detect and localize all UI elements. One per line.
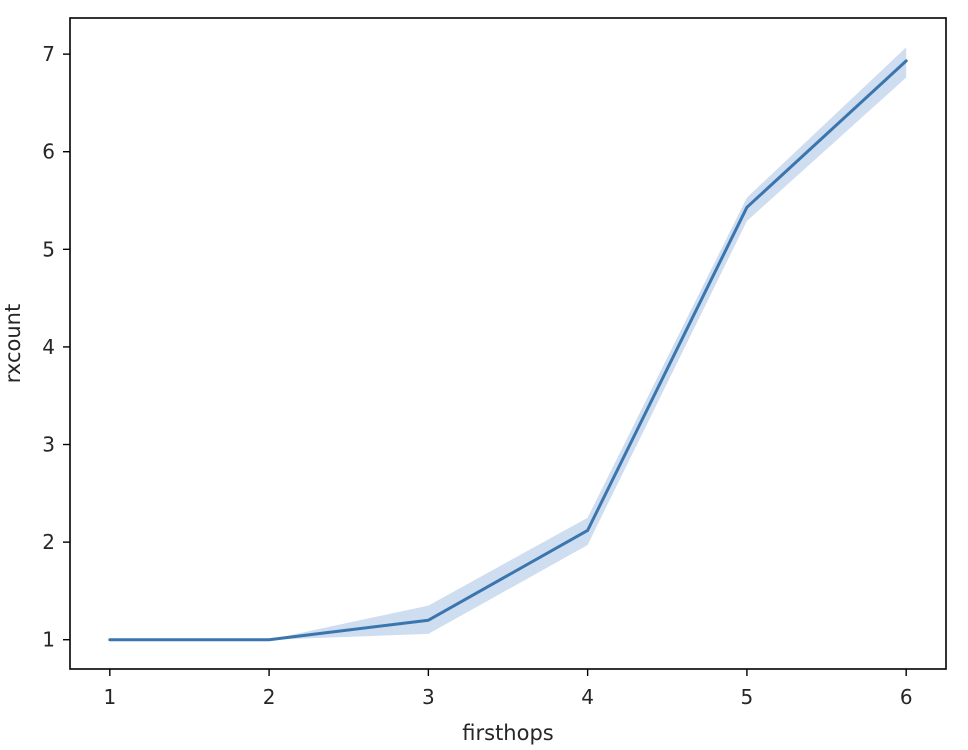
series-0-confidence-band [109, 47, 907, 640]
y-tick-label: 1 [42, 628, 55, 652]
x-tick-label: 2 [263, 685, 276, 709]
x-tick-label: 6 [900, 685, 913, 709]
x-tick-label: 3 [422, 685, 435, 709]
y-tick-label: 7 [42, 42, 55, 66]
y-tick-label: 5 [42, 237, 55, 261]
y-tick-label: 6 [42, 140, 55, 164]
series-0-line [108, 59, 908, 642]
x-tick-label: 1 [103, 685, 116, 709]
y-axis-label: rxcount [1, 304, 25, 383]
x-axis-ticks: 1 2 3 4 5 6 [103, 669, 913, 709]
series-line-layer [108, 59, 908, 642]
x-tick-label: 4 [581, 685, 594, 709]
y-tick-label: 2 [42, 530, 55, 554]
x-axis-label: firsthops [462, 721, 553, 745]
y-tick-label: 3 [42, 433, 55, 457]
y-axis-ticks: 1 2 3 4 5 6 7 [42, 42, 70, 652]
plot-frame [69, 17, 947, 670]
x-tick-label: 5 [741, 685, 754, 709]
confidence-band-layer [109, 47, 907, 640]
y-tick-label: 4 [42, 335, 55, 359]
